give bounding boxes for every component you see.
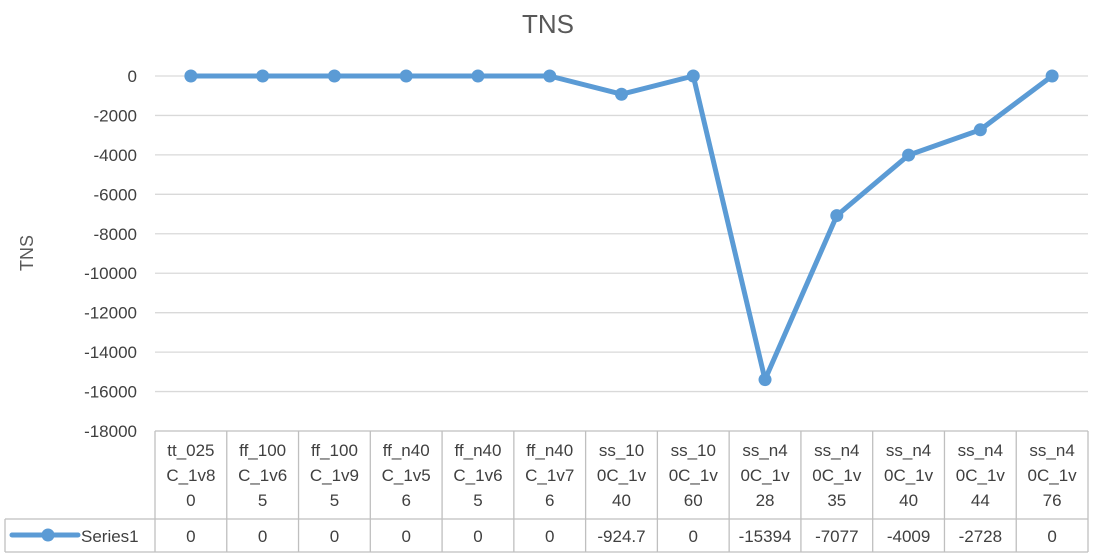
y-axis-label: TNS <box>17 235 37 271</box>
y-tick-label: -10000 <box>84 264 137 283</box>
y-tick-label: -2000 <box>94 106 137 125</box>
data-point <box>686 69 700 83</box>
category-label-line: 0C_1v <box>812 466 862 485</box>
category-label-line: 35 <box>827 491 846 510</box>
category-label-line: 6 <box>401 491 410 510</box>
category-label-line: 5 <box>330 491 339 510</box>
category-label-line: 60 <box>684 491 703 510</box>
legend-marker <box>41 528 55 542</box>
y-tick-label: -12000 <box>84 304 137 323</box>
category-label-line: tt_025 <box>167 441 214 460</box>
data-point <box>399 69 413 83</box>
category-label: ff_100 C_1v6 5 <box>238 441 287 510</box>
category-label: ss_10 0C_1v 40 <box>597 441 647 510</box>
category-label: ff_n40 C_1v6 5 <box>453 441 502 510</box>
category-label-line: ss_n4 <box>1029 441 1074 460</box>
category-label-line: C_1v6 <box>238 466 287 485</box>
table-value-cell: -7077 <box>815 527 858 546</box>
category-label-line: 0C_1v <box>740 466 790 485</box>
table-value-cell: -2728 <box>959 527 1002 546</box>
category-label-line: C_1v5 <box>382 466 431 485</box>
y-tick-label: -4000 <box>94 146 137 165</box>
category-label-line: C_1v7 <box>525 466 574 485</box>
category-label-line: 0C_1v <box>597 466 647 485</box>
category-label-line: C_1v6 <box>453 466 502 485</box>
data-point <box>184 69 198 83</box>
category-label: ss_n4 0C_1v 76 <box>1028 441 1078 510</box>
table-value-cell: 0 <box>186 527 195 546</box>
data-point <box>327 69 341 83</box>
table-value-cell: -4009 <box>887 527 930 546</box>
y-tick-label: -14000 <box>84 343 137 362</box>
category-label-line: ss_n4 <box>814 441 859 460</box>
data-point <box>256 69 270 83</box>
category-label-line: ss_n4 <box>742 441 787 460</box>
y-axis-ticks: 0 -2000 -4000 -6000 -8000 -10000 -12000 -14000 -… <box>84 67 137 441</box>
category-label-line: 0 <box>186 491 195 510</box>
data-point <box>902 148 916 162</box>
category-label-line: ff_n40 <box>454 441 501 460</box>
data-point <box>615 87 628 101</box>
y-tick-label: 0 <box>128 67 137 86</box>
category-label-line: 6 <box>545 491 554 510</box>
gridlines <box>155 75 1088 393</box>
category-label-line: 28 <box>756 491 775 510</box>
category-label: ff_100 C_1v9 5 <box>310 441 359 510</box>
y-tick-label: -8000 <box>94 225 137 244</box>
category-label-line: ss_10 <box>671 441 716 460</box>
table-value-cell: 0 <box>258 527 267 546</box>
category-label: ss_10 0C_1v 60 <box>669 441 719 510</box>
category-label-line: ff_100 <box>239 441 286 460</box>
data-point <box>543 69 557 83</box>
y-tick-label: -18000 <box>84 422 137 441</box>
category-label: ss_n4 0C_1v 28 <box>740 441 790 510</box>
table-value-cell: 0 <box>330 527 339 546</box>
data-point <box>830 209 844 223</box>
category-label-line: 0C_1v <box>956 466 1006 485</box>
category-label-line: 44 <box>971 491 990 510</box>
data-table: tt_025 C_1v8 0ff_100 C_1v6 5ff_100 C_1v9 5ff_n… <box>4 430 1089 553</box>
category-label-line: ss_n4 <box>886 441 931 460</box>
category-label-line: 0C_1v <box>884 466 934 485</box>
chart-title: TNS <box>522 9 574 39</box>
table-value-cell: 0 <box>1047 527 1056 546</box>
table-value-cell: -15394 <box>739 527 792 546</box>
data-point <box>471 69 485 83</box>
data-point <box>973 123 987 137</box>
category-label-line: 0C_1v <box>669 466 719 485</box>
category-label: ff_n40 C_1v5 6 <box>382 441 431 510</box>
category-label: ss_n4 0C_1v 40 <box>884 441 934 510</box>
category-label-line: 5 <box>258 491 267 510</box>
series-line <box>188 73 1055 383</box>
category-label-line: ss_n4 <box>958 441 1003 460</box>
category-label-line: C_1v8 <box>166 466 215 485</box>
category-label-line: ff_n40 <box>526 441 573 460</box>
table-value-cell: -924.7 <box>597 527 645 546</box>
category-label-line: ff_100 <box>311 441 358 460</box>
category-label: ff_n40 C_1v7 6 <box>525 441 574 510</box>
category-label-line: 40 <box>899 491 918 510</box>
y-tick-label: -6000 <box>94 185 137 204</box>
legend-series-name: Series1 <box>81 527 139 546</box>
table-value-cell: 0 <box>545 527 554 546</box>
table-value-cell: 0 <box>689 527 698 546</box>
table-value-cell: 0 <box>473 527 482 546</box>
y-tick-label: -16000 <box>84 383 137 402</box>
category-label-line: 76 <box>1043 491 1062 510</box>
category-label-line: 5 <box>473 491 482 510</box>
category-label-line: ff_n40 <box>383 441 430 460</box>
category-label-line: ss_10 <box>599 441 644 460</box>
category-label-line: C_1v9 <box>310 466 359 485</box>
table-value-cell: 0 <box>401 527 410 546</box>
category-label: ss_n4 0C_1v 35 <box>812 441 862 510</box>
data-point <box>758 373 772 387</box>
category-label-line: 0C_1v <box>1028 466 1078 485</box>
category-label-line: 40 <box>612 491 631 510</box>
category-label: ss_n4 0C_1v 44 <box>956 441 1006 510</box>
category-label: tt_025 C_1v8 0 <box>166 441 215 510</box>
data-point <box>1045 69 1059 83</box>
series-layer <box>184 69 1059 387</box>
